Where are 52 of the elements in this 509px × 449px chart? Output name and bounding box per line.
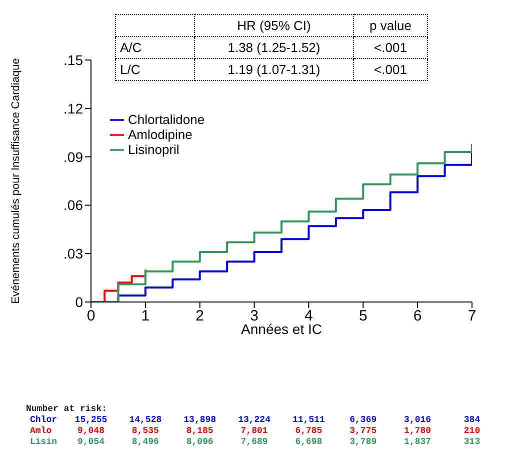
- text: 6,369: [348, 415, 378, 425]
- text: 313: [462, 437, 482, 447]
- legend-label: Lisinopril: [128, 142, 180, 157]
- annotation: <.001: [354, 58, 428, 80]
- x-tick-label: 0: [86, 308, 96, 325]
- text: 9,048: [76, 426, 106, 436]
- text: 384: [462, 415, 482, 425]
- text: 8,096: [185, 437, 214, 447]
- y-tick-label: 0: [75, 294, 84, 310]
- text: 15,255: [74, 415, 108, 425]
- annotation: L/C: [116, 58, 194, 80]
- text: 3,016: [403, 415, 432, 425]
- text: 1,780: [403, 426, 432, 436]
- text: 1.38 (1.25-1.52): [228, 40, 320, 55]
- x-tick-label: 1: [141, 308, 150, 325]
- legend-label: Chlortalidone: [128, 112, 205, 127]
- text: 8,535: [130, 426, 160, 436]
- text: HR (95% CI): [237, 18, 311, 33]
- text: 3,775: [348, 426, 378, 436]
- text: Number at risk:: [26, 404, 108, 414]
- x-tick-label: 7: [468, 308, 476, 325]
- text: Chlor: [30, 415, 58, 425]
- legend-label: Amlodipine: [128, 127, 192, 142]
- y-axis-title: Evénements cumulés pour Insuffisance Cardiaque: [10, 58, 22, 304]
- text: 14,528: [128, 415, 163, 425]
- y-tick-label: .15: [64, 52, 84, 68]
- text: Amlo: [30, 426, 52, 436]
- y-tick-label: .03: [64, 246, 84, 262]
- text: 13,898: [182, 415, 218, 425]
- y-tick-label: .12: [64, 100, 84, 116]
- text: 8,185: [185, 426, 214, 436]
- annotation: 1.19 (1.07-1.31): [194, 58, 354, 80]
- text: <.001: [374, 40, 407, 55]
- text: 210: [462, 426, 482, 436]
- text: 13,224: [237, 415, 272, 425]
- x-tick-label: 5: [358, 308, 368, 325]
- text: A/C: [120, 40, 142, 55]
- text: 3,789: [348, 437, 378, 447]
- text: 6,785: [294, 426, 324, 436]
- y-tick-label: .09: [64, 148, 84, 165]
- text: 6,698: [294, 437, 324, 447]
- text: 1,837: [403, 437, 432, 447]
- x-tick-label: 6: [413, 308, 422, 325]
- text: 7,801: [240, 426, 269, 436]
- text: 7,689: [240, 437, 269, 447]
- text: 11,511: [292, 415, 326, 425]
- text: 9,054: [76, 437, 106, 447]
- text: p value: [370, 18, 412, 33]
- y-tick-label: .06: [64, 197, 84, 214]
- text: Lisin: [30, 437, 58, 447]
- x-tick-label: 2: [196, 308, 204, 325]
- text: 8,496: [130, 437, 160, 447]
